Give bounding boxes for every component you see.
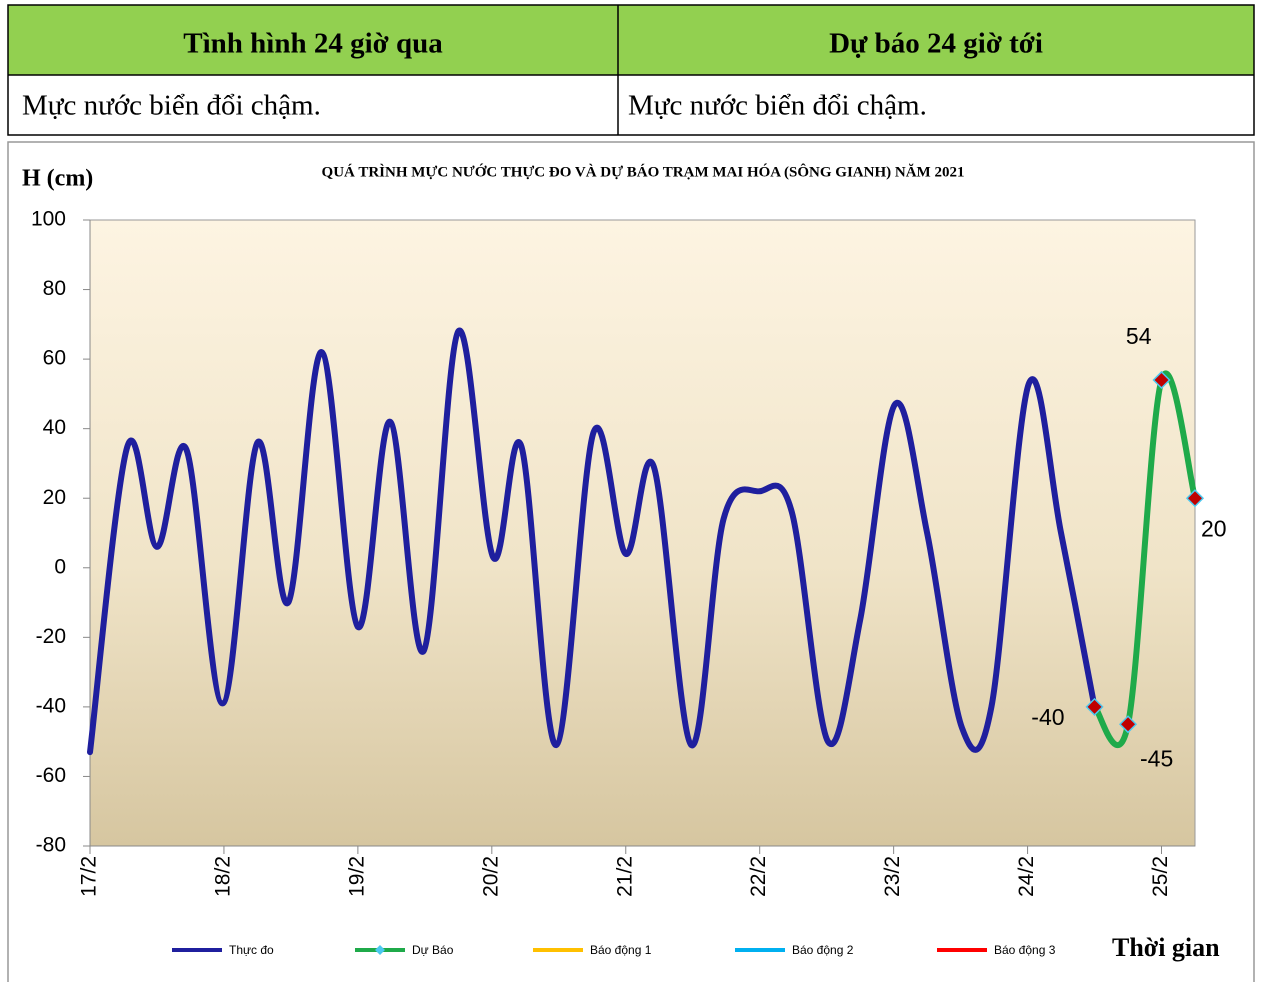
data-label: -45 <box>1140 745 1173 771</box>
data-label: -40 <box>1031 704 1064 730</box>
legend-label: Báo động 3 <box>994 943 1056 957</box>
x-tick-label: 23/2 <box>881 856 904 897</box>
table-cell: Mực nước biển đổi chậm. <box>22 90 321 122</box>
marker <box>1118 715 1138 734</box>
y-tick-label: 20 <box>43 486 66 509</box>
x-tick-label: 18/2 <box>211 856 234 897</box>
chart-title: QUÁ TRÌNH MỰC NƯỚC THỰC ĐO VÀ DỰ BÁO TRẠ… <box>322 163 965 180</box>
y-axis-label: H (cm) <box>22 166 93 192</box>
line-series <box>87 327 1098 756</box>
y-tick-label: -20 <box>36 625 66 648</box>
legend-marker <box>375 945 385 955</box>
legend-label: Báo động 2 <box>792 943 854 957</box>
y-tick-label: 60 <box>43 347 66 370</box>
x-tick-label: 22/2 <box>747 856 770 897</box>
table-cell: Mực nước biển đổi chậm. <box>628 90 927 122</box>
y-tick-label: -80 <box>36 834 66 857</box>
legend-label: Dự Báo <box>412 943 454 957</box>
legend-label: Thực đo <box>229 943 274 957</box>
table-header: Dự báo 24 giờ tới <box>829 28 1043 60</box>
marker <box>1152 370 1171 390</box>
x-tick-label: 21/2 <box>613 856 636 897</box>
table-border <box>7 4 1255 136</box>
x-tick-label: 20/2 <box>479 856 502 897</box>
table-header: Tình hình 24 giờ qua <box>183 28 443 60</box>
legend-label: Báo động 1 <box>590 943 652 957</box>
x-tick-label: 17/2 <box>78 856 101 897</box>
y-tick-label: -60 <box>36 764 66 787</box>
plot-area <box>89 219 1196 847</box>
x-tick-label: 24/2 <box>1015 856 1038 897</box>
y-tick-label: 100 <box>31 208 66 231</box>
chart-frame <box>7 141 1255 982</box>
x-tick-label: 19/2 <box>345 856 368 897</box>
data-label: 54 <box>1126 323 1152 349</box>
table-header-bg <box>8 5 1254 75</box>
data-label: 20 <box>1201 515 1227 541</box>
y-tick-label: 80 <box>43 277 66 300</box>
y-tick-label: 40 <box>43 416 66 439</box>
y-tick-label: 0 <box>54 555 66 578</box>
y-tick-label: -40 <box>36 694 66 717</box>
line-series <box>1091 370 1198 748</box>
marker <box>1185 489 1205 508</box>
x-axis-label: Thời gian <box>1112 933 1220 962</box>
marker <box>1085 697 1104 716</box>
x-tick-label: 25/2 <box>1149 856 1172 897</box>
